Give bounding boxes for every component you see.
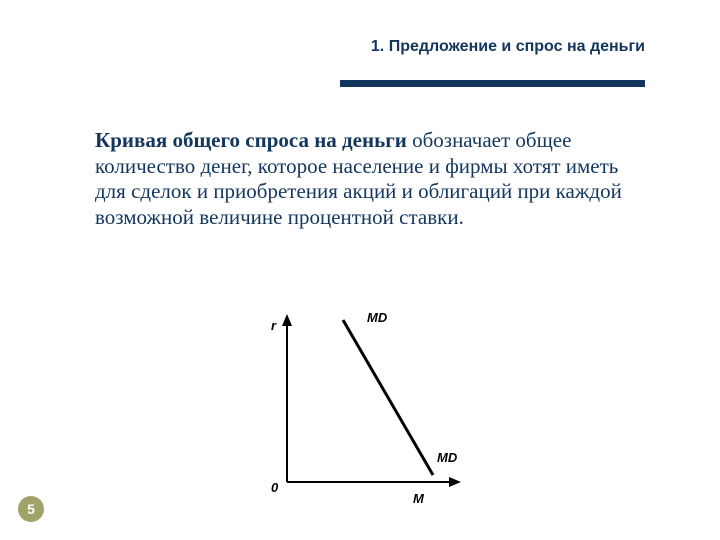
body-paragraph: Кривая общего спроса на деньги обозначае… xyxy=(95,128,630,230)
label-origin: 0 xyxy=(271,480,279,495)
money-demand-chart: r 0 M MD MD xyxy=(247,310,477,510)
page-number-bullet: 5 xyxy=(18,496,44,522)
title-underline xyxy=(340,80,645,87)
md-curve xyxy=(343,320,433,475)
body-lead-bold: Кривая общего спроса на деньги xyxy=(95,128,407,152)
label-md-top: MD xyxy=(367,310,388,325)
section-title: 1. Предложение и спрос на деньги xyxy=(371,38,645,56)
label-m: M xyxy=(413,491,425,506)
x-axis-arrow xyxy=(449,477,461,487)
page-number: 5 xyxy=(27,501,35,517)
y-axis-arrow xyxy=(282,314,292,326)
label-r: r xyxy=(271,318,277,333)
label-md-bottom: MD xyxy=(437,450,458,465)
slide: 1. Предложение и спрос на деньги Кривая … xyxy=(0,0,720,540)
